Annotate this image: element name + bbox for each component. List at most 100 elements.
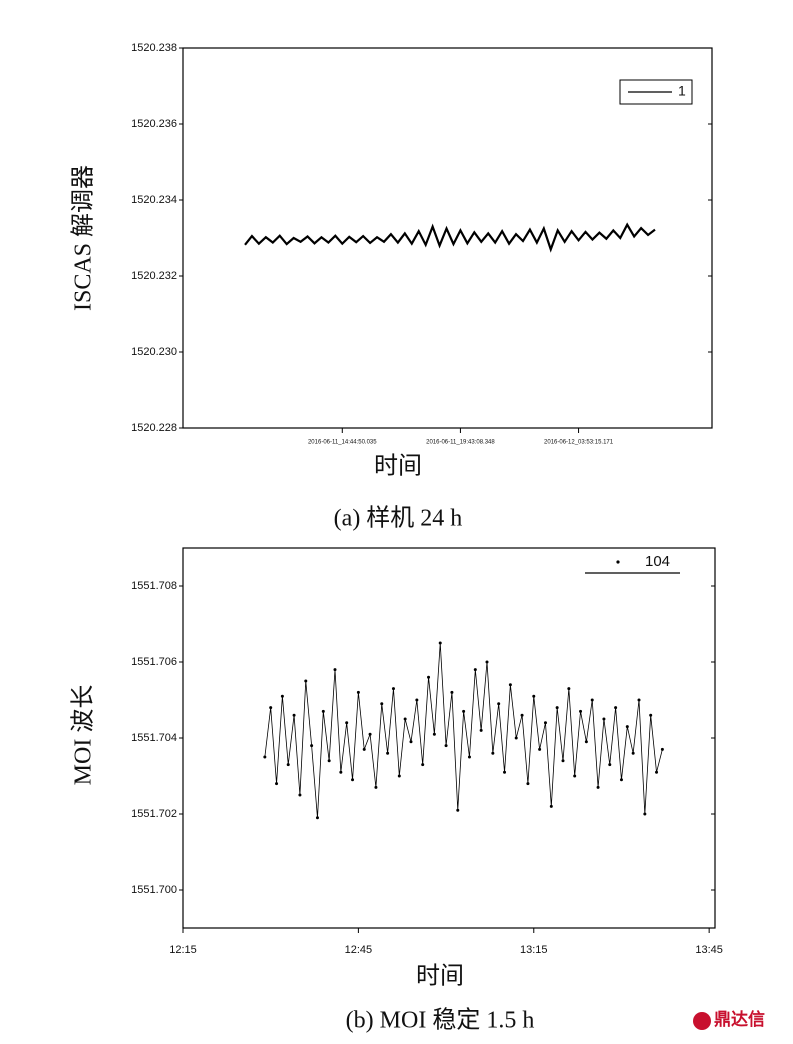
series-line: [244, 222, 656, 253]
data-point: [280, 694, 284, 698]
caption: (b) MOI 稳定 1.5 h: [346, 1007, 535, 1034]
legend-label: 1: [678, 83, 686, 99]
data-point: [549, 804, 553, 808]
data-point: [520, 713, 524, 717]
data-point: [356, 690, 360, 694]
data-point: [462, 709, 466, 713]
legend-marker: [616, 560, 620, 564]
data-point: [380, 702, 384, 706]
data-point: [467, 755, 471, 759]
data-point: [567, 687, 571, 691]
x-axis-label: 时间: [374, 453, 422, 480]
x-tick-label: 12:15: [169, 944, 197, 956]
data-point: [415, 698, 419, 702]
data-point: [327, 759, 331, 763]
data-point: [292, 713, 296, 717]
data-point: [333, 668, 337, 672]
data-point: [538, 747, 542, 751]
data-point: [386, 751, 390, 755]
watermark-logo: [693, 1012, 711, 1030]
data-point: [614, 706, 618, 710]
data-point: [298, 793, 302, 797]
y-tick-label: 1520.228: [131, 422, 177, 434]
data-point: [374, 785, 378, 789]
data-point: [304, 679, 308, 683]
data-point: [655, 770, 659, 774]
data-point: [263, 755, 267, 759]
data-point: [368, 732, 372, 736]
y-tick-label: 1551.704: [131, 732, 177, 744]
data-point: [479, 728, 483, 732]
data-point: [643, 812, 647, 816]
data-point: [526, 782, 530, 786]
data-point: [555, 706, 559, 710]
y-tick-label: 1520.232: [131, 270, 177, 282]
x-tick-label: 13:45: [695, 944, 723, 956]
y-tick-label: 1551.702: [131, 808, 177, 820]
series-line: [264, 642, 663, 818]
y-tick-label: 1551.706: [131, 656, 177, 668]
data-point: [561, 759, 565, 763]
x-tick-label: 12:45: [345, 944, 373, 956]
data-point: [444, 744, 448, 748]
data-point: [438, 641, 442, 645]
y-tick-label: 1551.708: [131, 580, 177, 592]
chart: 1520.228 1520.230 1520.232 1520.234 1520.236…: [70, 42, 713, 532]
data-point: [503, 770, 507, 774]
data-point: [497, 702, 501, 706]
data-point: [456, 808, 460, 812]
data-point: [391, 687, 395, 691]
data-point: [596, 785, 600, 789]
data-point: [491, 751, 495, 755]
data-point: [397, 774, 401, 778]
chart: 1551.700 1551.702 1551.704 1551.706 1551.708…: [70, 547, 723, 1034]
data-point: [450, 690, 454, 694]
data-point: [339, 770, 343, 774]
data-point: [573, 774, 577, 778]
data-point: [508, 683, 512, 687]
data-point: [269, 706, 273, 710]
data-point: [584, 740, 588, 744]
data-point: [351, 778, 355, 782]
data-point: [649, 713, 653, 717]
data-point: [421, 763, 425, 767]
y-axis-label: MOI 波长: [70, 685, 97, 786]
y-tick-label: 1520.236: [131, 118, 177, 130]
watermark: 鼎达信: [693, 1009, 765, 1030]
data-point: [362, 747, 366, 751]
x-tick-label: 2016-06-12_03:53:15.171: [544, 440, 614, 446]
y-tick-label: 1520.230: [131, 346, 177, 358]
data-point: [625, 725, 629, 729]
data-point: [631, 751, 635, 755]
x-tick-label: 2016-06-11_14:44:50.035: [308, 440, 377, 446]
data-point: [345, 721, 349, 725]
data-point: [310, 744, 314, 748]
data-point: [473, 668, 477, 672]
y-tick-label: 1551.700: [131, 884, 177, 896]
data-point: [432, 732, 436, 736]
data-point: [619, 778, 623, 782]
data-point: [315, 816, 319, 820]
data-point: [514, 736, 518, 740]
data-point: [579, 709, 583, 713]
data-point: [608, 763, 612, 767]
data-point: [532, 694, 536, 698]
x-tick-label: 2016-06-11_19:43:08.348: [426, 440, 495, 446]
data-point: [427, 675, 431, 679]
y-axis-label: ISCAS 解调器: [70, 165, 97, 311]
x-axis-label: 时间: [416, 963, 464, 990]
data-point: [602, 717, 606, 721]
y-tick-label: 1520.234: [131, 194, 177, 206]
y-tick-label: 1520.238: [131, 42, 177, 54]
data-point: [403, 717, 407, 721]
data-point: [485, 660, 489, 664]
plot-frame: [182, 47, 713, 429]
legend-label: 104: [645, 553, 670, 570]
caption: (a) 样机 24 h: [334, 505, 463, 532]
x-tick-label: 13:15: [520, 944, 548, 956]
data-point: [321, 709, 325, 713]
data-point: [660, 747, 664, 751]
data-point: [409, 740, 413, 744]
data-point: [590, 698, 594, 702]
